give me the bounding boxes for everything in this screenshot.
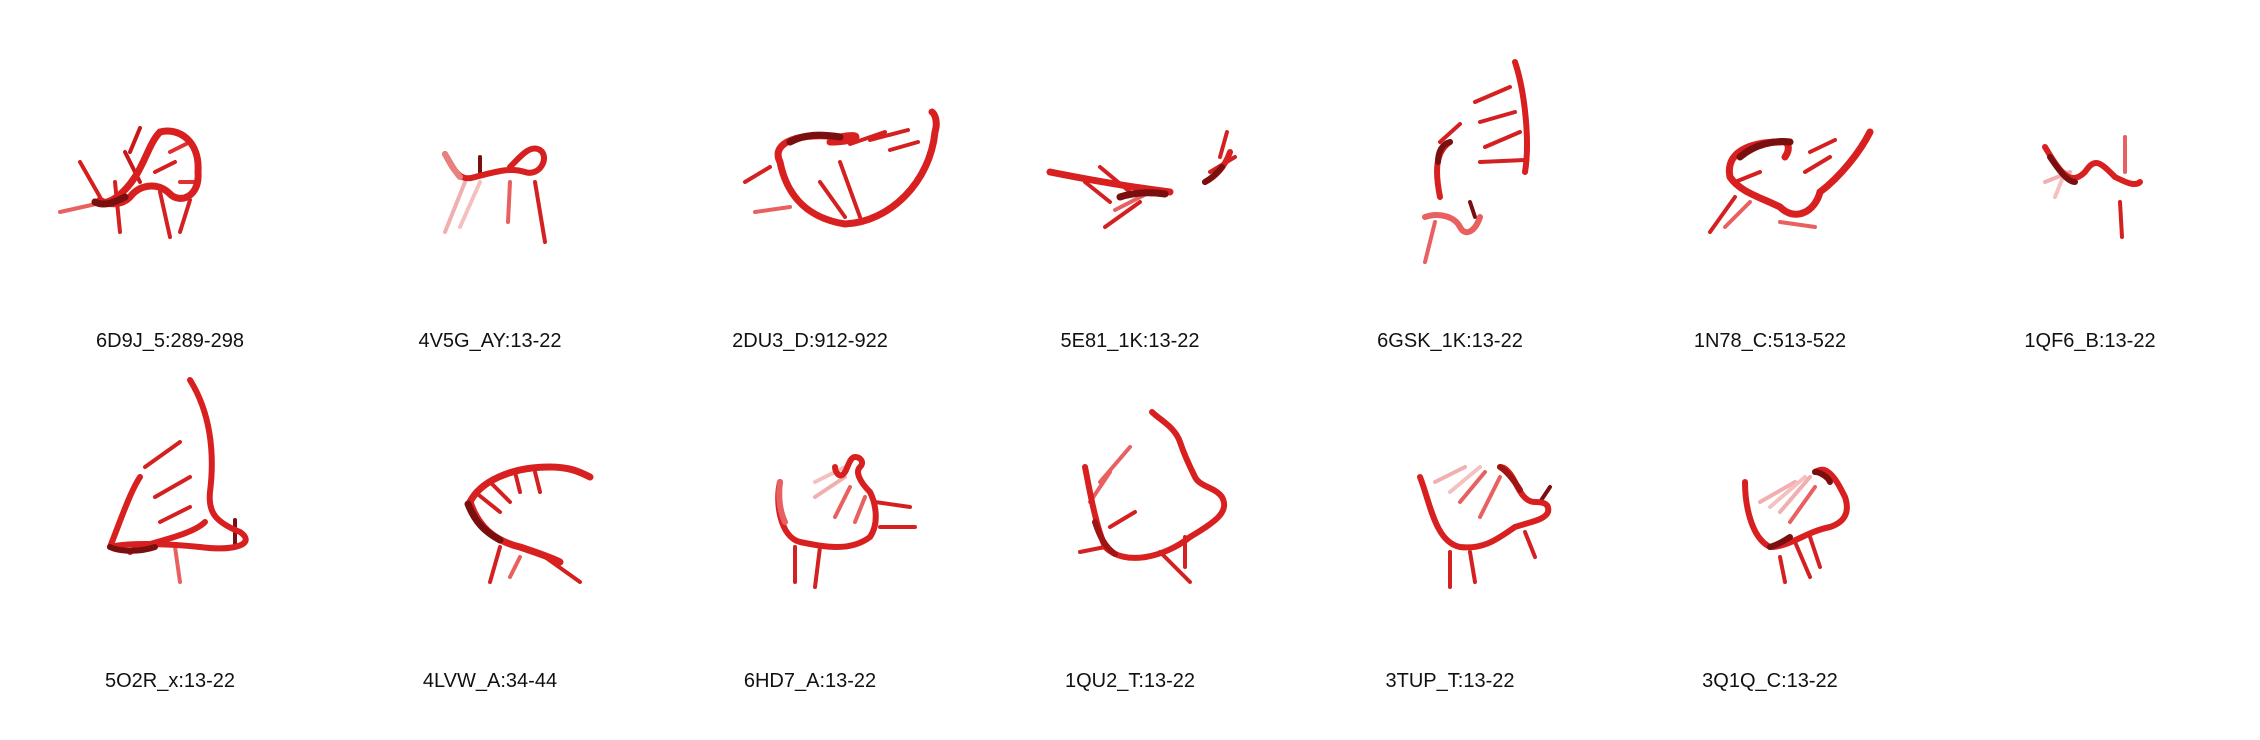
structure-panel: 6D9J_5:289-298 bbox=[10, 22, 330, 362]
structure-label: 3TUP_T:13-22 bbox=[1385, 670, 1515, 692]
structure-label: 6D9J_5:289-298 bbox=[96, 330, 244, 352]
structure-panel: 4LVW_A:34-44 bbox=[330, 362, 650, 702]
structure-label: 1QU2_T:13-22 bbox=[1064, 670, 1196, 692]
structure-panel: 1N78_C:513-522 bbox=[1610, 22, 1930, 362]
structure-panel: 6HD7_A:13-22 bbox=[650, 362, 970, 702]
rna-structure-render bbox=[442, 145, 547, 244]
structure-label: 2DU3_D:912-922 bbox=[732, 330, 888, 352]
rna-structure-render bbox=[58, 126, 202, 239]
structure-panel: 2DU3_D:912-922 bbox=[650, 22, 970, 362]
structure-label: 6GSK_1K:13-22 bbox=[1377, 330, 1523, 352]
rna-structure-render bbox=[1046, 130, 1237, 229]
rna-structure-render bbox=[1708, 128, 1874, 234]
rna-structure-render bbox=[2042, 135, 2143, 239]
structure-label: 1QF6_B:13-22 bbox=[2024, 330, 2156, 352]
structure-label: 3Q1Q_C:13-22 bbox=[1702, 670, 1838, 692]
structure-label: 5O2R_x:13-22 bbox=[104, 670, 236, 692]
structure-panel: 6GSK_1K:13-22 bbox=[1290, 22, 1610, 362]
structure-panel: 5O2R_x:13-22 bbox=[10, 362, 330, 702]
structure-label: 1N78_C:513-522 bbox=[1693, 330, 1847, 352]
rna-structure-render bbox=[743, 108, 940, 228]
structure-panel: 1QF6_B:13-22 bbox=[1930, 22, 2250, 362]
structure-label: 4LVW_A:34-44 bbox=[422, 670, 558, 692]
structure-panel: 1QU2_T:13-22 bbox=[970, 362, 1290, 702]
structure-panel: 3TUP_T:13-22 bbox=[1290, 362, 1610, 702]
rna-structure-render bbox=[1078, 409, 1228, 584]
rna-structure-render bbox=[1422, 59, 1530, 264]
rna-structure-render bbox=[1417, 464, 1552, 589]
rna-structure-render bbox=[1742, 466, 1850, 584]
structure-label: 4V5G_AY:13-22 bbox=[418, 330, 562, 352]
structure-label: 6HD7_A:13-22 bbox=[743, 670, 877, 692]
rna-structure-render bbox=[775, 453, 917, 589]
structure-label: 5E81_1K:13-22 bbox=[1060, 330, 1200, 352]
rna-structure-render bbox=[107, 377, 249, 584]
structure-panel: 5E81_1K:13-22 bbox=[970, 22, 1290, 362]
structure-panel: 3Q1Q_C:13-22 bbox=[1610, 362, 1930, 702]
structure-panel: 4V5G_AY:13-22 bbox=[330, 22, 650, 362]
rna-structure-render bbox=[464, 463, 594, 584]
